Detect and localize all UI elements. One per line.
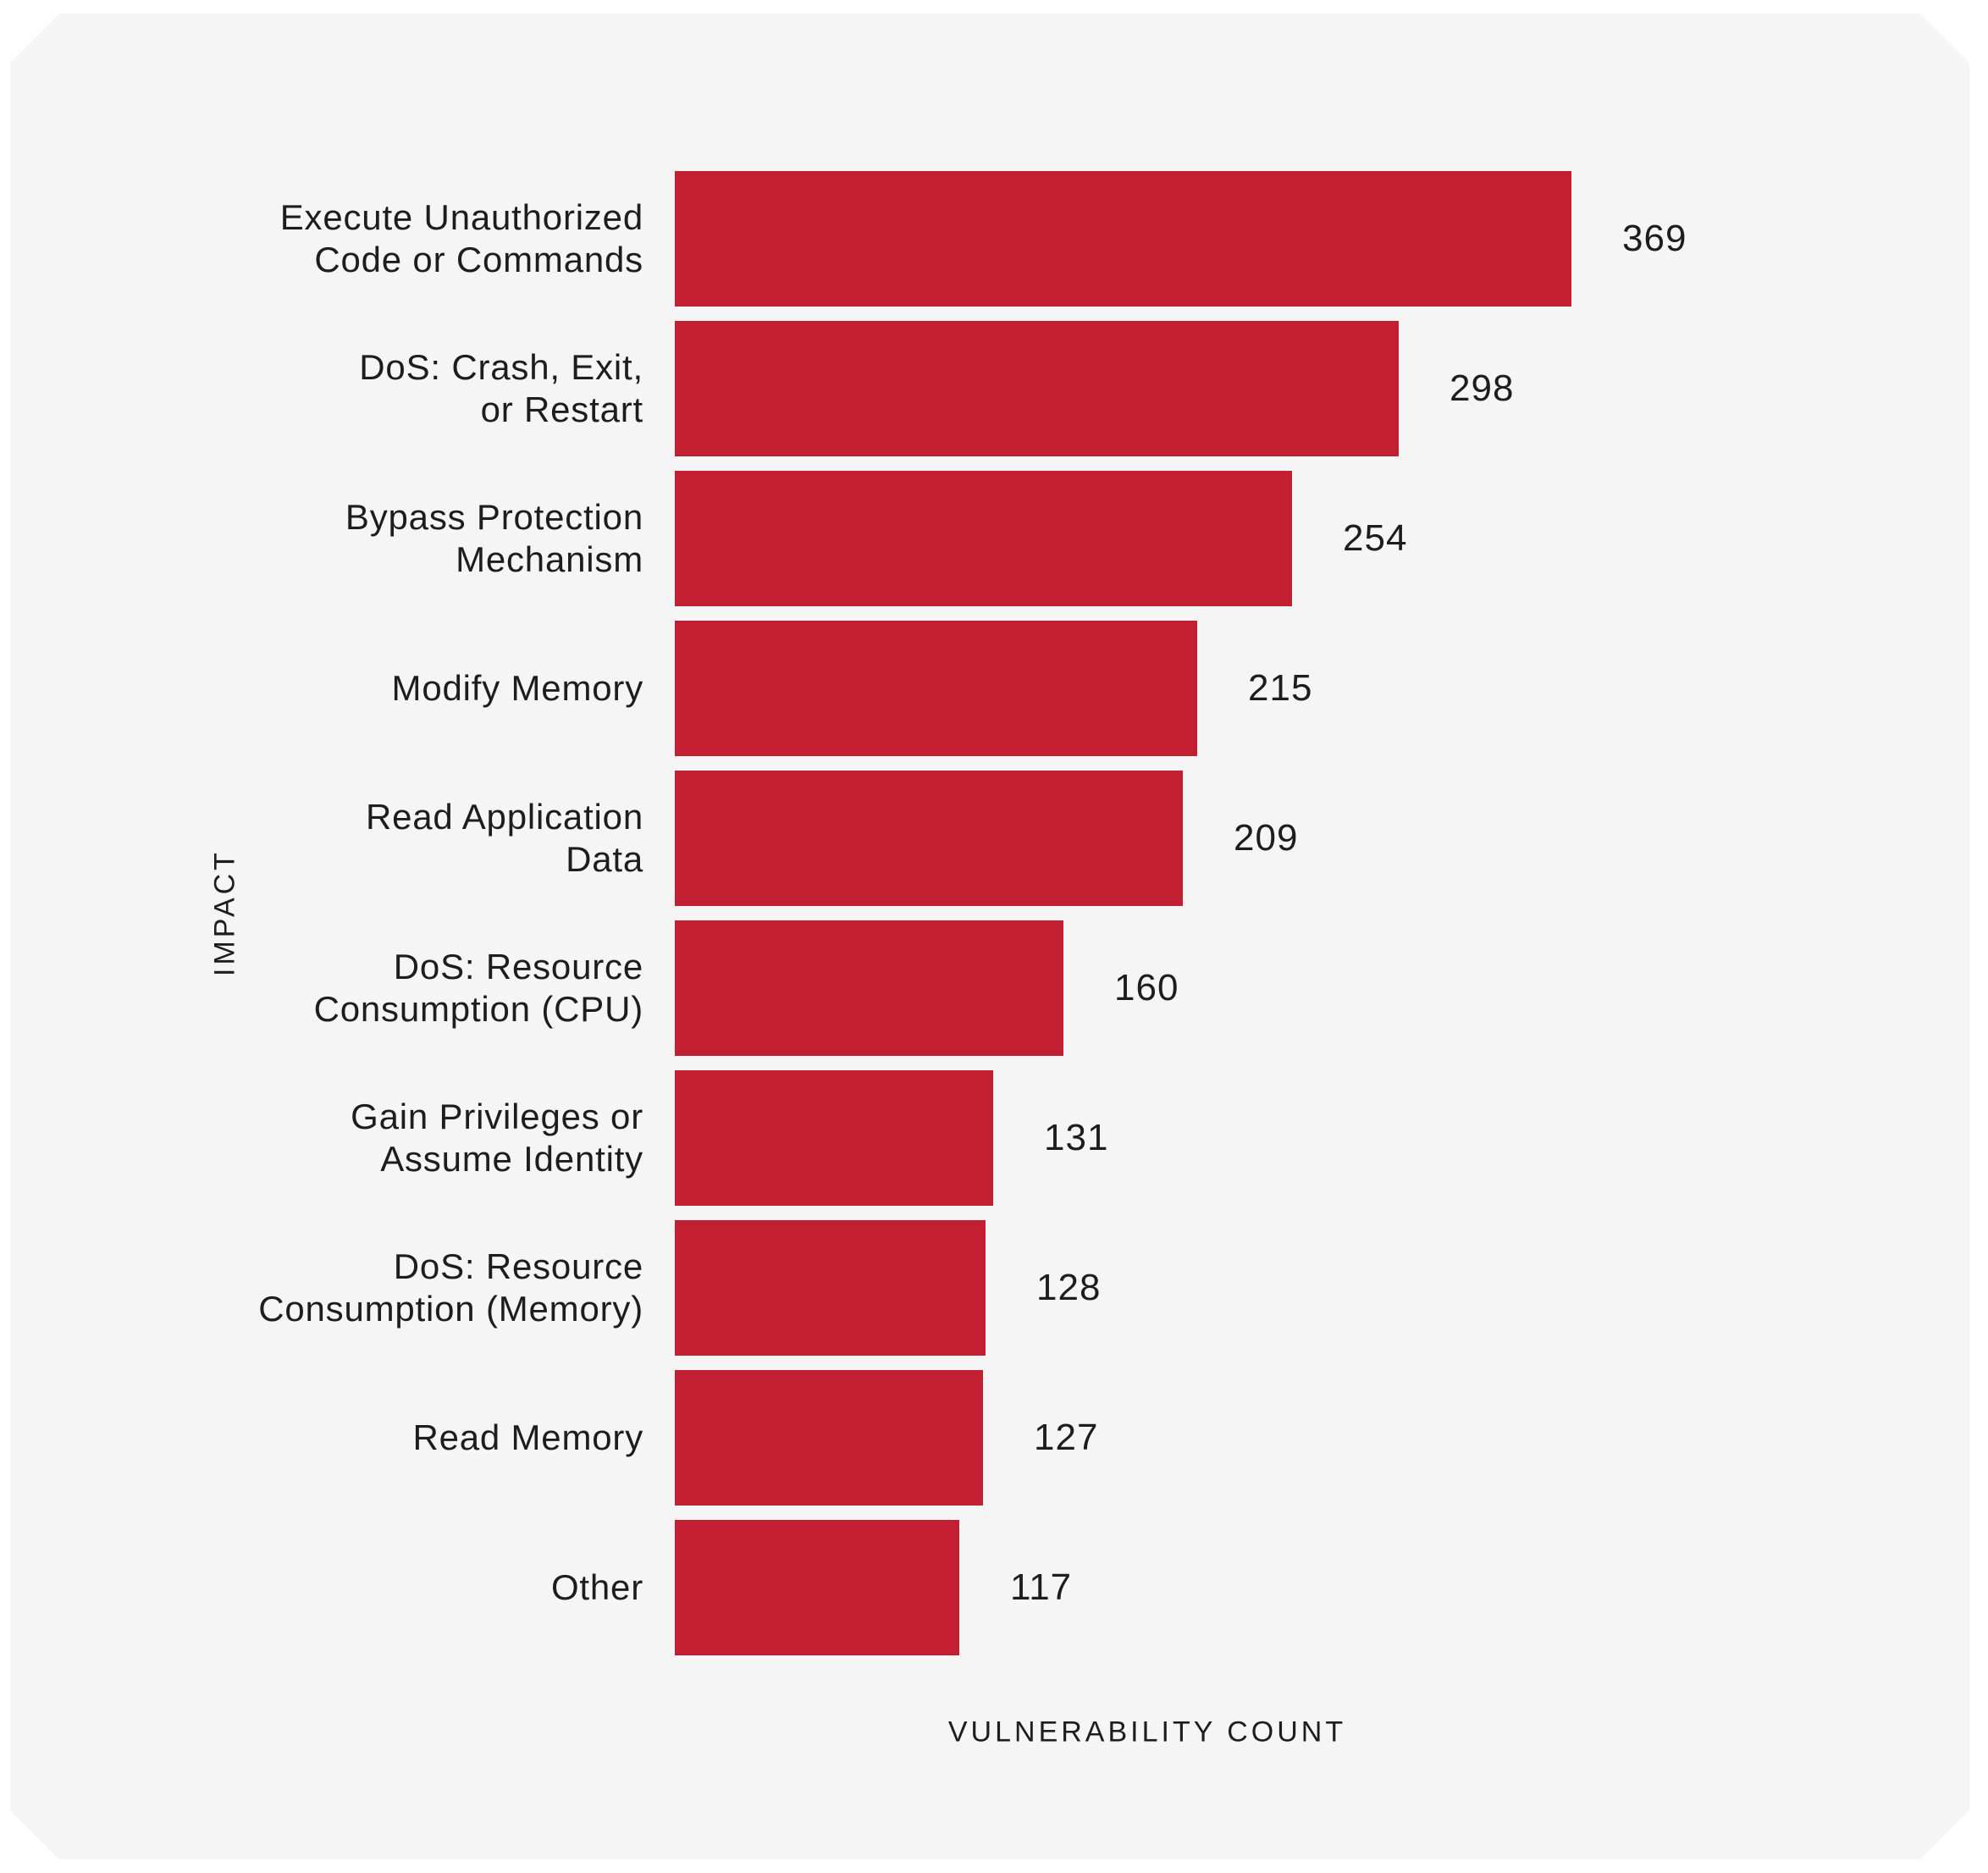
bar-row: Read Application Data 209 xyxy=(0,771,1988,906)
category-label: Read Application Data xyxy=(365,797,643,879)
category-label: Gain Privileges or Assume Identity xyxy=(351,1097,643,1179)
bar-row: DoS: Resource Consumption (CPU) 160 xyxy=(0,920,1988,1056)
category-label: DoS: Resource Consumption (Memory) xyxy=(258,1246,643,1329)
bar xyxy=(675,321,1399,456)
bar-row: Gain Privileges or Assume Identity 131 xyxy=(0,1070,1988,1206)
value-label: 117 xyxy=(1010,1566,1073,1608)
bar xyxy=(675,1220,986,1356)
value-label: 215 xyxy=(1248,667,1313,709)
category-label: Bypass Protection Mechanism xyxy=(345,497,643,579)
value-label: 128 xyxy=(1036,1267,1102,1308)
bar xyxy=(675,771,1183,906)
bar-row: Execute Unauthorized Code or Commands 36… xyxy=(0,171,1988,307)
y-axis-label: IMPACT xyxy=(208,849,241,976)
category-label: Read Memory xyxy=(412,1417,643,1457)
category-label: DoS: Crash, Exit, or Restart xyxy=(359,347,643,429)
value-label: 131 xyxy=(1044,1117,1109,1158)
bar xyxy=(675,1070,993,1206)
value-label: 160 xyxy=(1114,967,1179,1008)
bar-row: Modify Memory 215 xyxy=(0,621,1988,756)
value-label: 254 xyxy=(1343,517,1408,559)
bar-row: DoS: Resource Consumption (Memory) 128 xyxy=(0,1220,1988,1356)
category-label: Modify Memory xyxy=(391,668,643,708)
bar-row: Read Memory 127 xyxy=(0,1370,1988,1506)
bar xyxy=(675,621,1197,756)
bar xyxy=(675,471,1292,606)
bar xyxy=(675,171,1571,307)
bar-row: Bypass Protection Mechanism 254 xyxy=(0,471,1988,606)
category-label: DoS: Resource Consumption (CPU) xyxy=(313,947,643,1029)
x-axis-label: VULNERABILITY COUNT xyxy=(947,1716,1347,1749)
bar-row: Other 117 xyxy=(0,1520,1988,1655)
bar-row: DoS: Crash, Exit, or Restart 298 xyxy=(0,321,1988,456)
bar xyxy=(675,1520,959,1655)
value-label: 127 xyxy=(1034,1417,1099,1458)
bar xyxy=(675,1370,983,1506)
value-label: 298 xyxy=(1450,367,1515,409)
value-label: 369 xyxy=(1622,218,1687,259)
bar xyxy=(675,920,1063,1056)
category-label: Other xyxy=(550,1567,643,1607)
value-label: 209 xyxy=(1234,817,1299,859)
category-label: Execute Unauthorized Code or Commands xyxy=(279,197,643,279)
